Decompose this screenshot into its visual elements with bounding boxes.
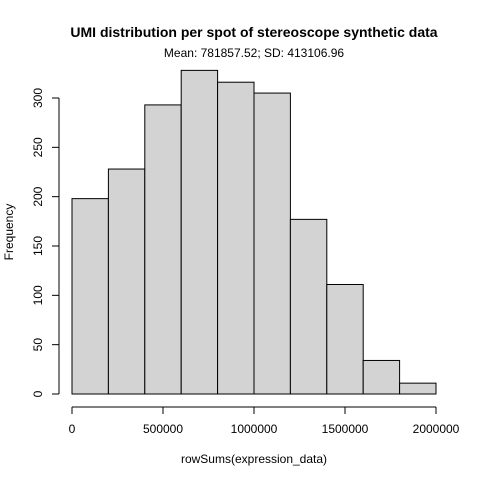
histogram-bar <box>71 198 109 395</box>
histogram-bar <box>289 218 328 395</box>
histogram-bar <box>217 81 255 395</box>
histogram-bar <box>326 283 364 395</box>
y-axis: 0 50 100 150 200 250 300 <box>31 88 60 397</box>
chart-subtitle: Mean: 781857.52; SD: 413106.96 <box>164 46 344 60</box>
x-tick-label: 1000000 <box>231 422 278 436</box>
y-tick-label: 150 <box>31 236 45 256</box>
x-tick-label: 0 <box>69 422 76 436</box>
y-tick-label: 0 <box>31 390 45 397</box>
histogram-bar <box>107 168 146 395</box>
histogram-bar <box>253 92 291 395</box>
x-tick-label: 500000 <box>143 422 183 436</box>
histogram-bar <box>144 104 182 395</box>
x-axis: 0 500000 1000000 1500000 2000000 <box>69 406 460 436</box>
histogram-bar <box>180 69 219 395</box>
y-tick-label: 300 <box>31 88 45 108</box>
x-tick-label: 2000000 <box>413 422 460 436</box>
y-tick-label: 100 <box>31 285 45 305</box>
y-tick-label: 50 <box>31 338 45 352</box>
y-axis-label: Frequency <box>2 204 16 261</box>
chart-title: UMI distribution per spot of stereoscope… <box>70 24 437 40</box>
x-tick-label: 1500000 <box>322 422 369 436</box>
y-tick-label: 200 <box>31 186 45 206</box>
histogram-bar <box>362 359 401 395</box>
histogram-bars <box>71 69 437 395</box>
x-axis-label: rowSums(expression_data) <box>181 452 327 466</box>
y-tick-label: 250 <box>31 137 45 157</box>
histogram-bar <box>399 382 437 395</box>
